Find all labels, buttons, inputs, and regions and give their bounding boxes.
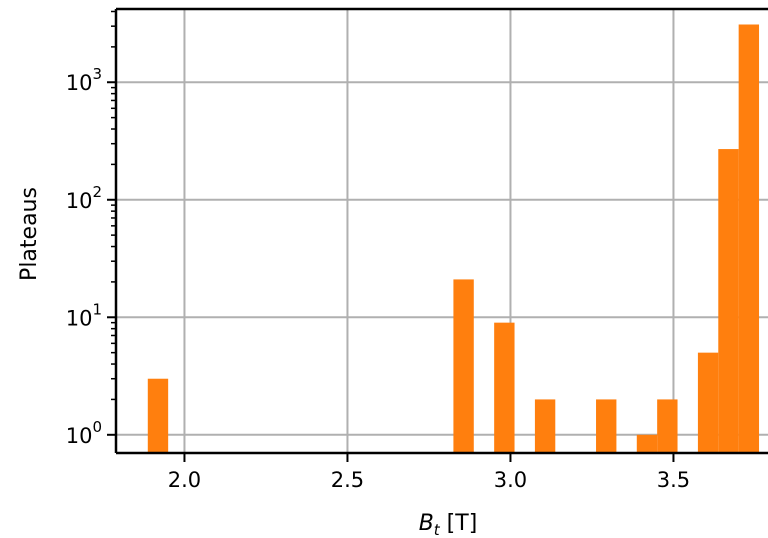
x-tick-label-3: 3.5 [657, 468, 690, 492]
histogram-bar-4 [596, 399, 617, 453]
x-tick-label-2: 3.0 [494, 468, 527, 492]
histogram-bar-9 [738, 24, 760, 453]
y-tick-label-0: 100 [66, 418, 102, 448]
x-tick-label-1: 2.5 [331, 468, 364, 492]
x-axis-label: Bt [T] [419, 511, 478, 538]
axes-frame [114, 7, 768, 455]
histogram-bar-5 [636, 434, 658, 453]
y-tick-label-1: 101 [66, 300, 102, 330]
grid [116, 9, 768, 453]
histogram-bar-6 [657, 399, 678, 453]
y-tick-label-2: 102 [66, 183, 102, 213]
x-axis-label-unit: [T] [440, 511, 478, 536]
histogram-bar-2 [494, 322, 515, 453]
y-axis-label: Plateaus [17, 187, 42, 281]
y-tick-label-3: 103 [66, 65, 102, 95]
histogram-bar-3 [534, 399, 556, 453]
histogram-bar-0 [147, 378, 169, 453]
bars [147, 24, 760, 454]
histogram-bar-8 [718, 149, 739, 454]
x-axis-label-main: B [419, 511, 434, 536]
histogram-bar-7 [697, 352, 719, 453]
x-axis-label-subscript: t [434, 521, 441, 538]
axis-ticks: 2.0 2.5 3.0 3.5 100 101 102 103 [66, 10, 690, 492]
histogram-bar-1 [453, 279, 474, 453]
x-tick-label-0: 2.0 [168, 468, 201, 492]
